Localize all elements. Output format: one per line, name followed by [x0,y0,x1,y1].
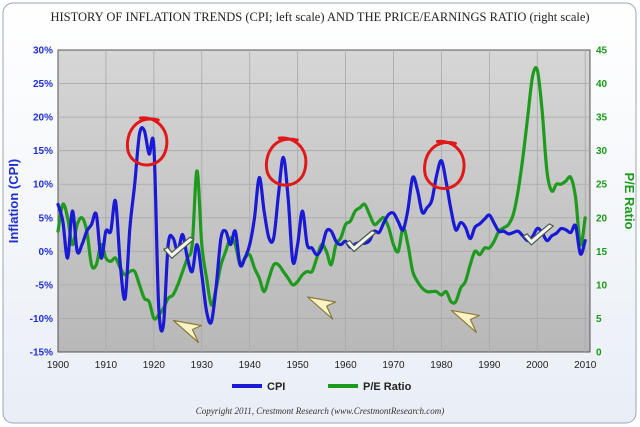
tick-label-left: 0% [39,247,54,258]
annotation-check-mark [345,230,377,253]
tick-label-left: 10% [33,180,53,191]
annotation-arrow [172,319,203,344]
tick-label-left: 30% [33,46,53,57]
tick-label-x: 1970 [382,360,405,371]
tick-label-x: 1910 [95,360,118,371]
tick-label-x: 1990 [478,360,501,371]
tick-label-right: 0 [596,348,602,359]
tick-label-right: 20 [596,213,608,224]
tick-label-left: -15% [30,348,53,359]
annotation-circle [125,116,169,167]
annotation-check-mark [522,223,554,246]
tick-label-x: 1920 [143,360,166,371]
left-axis-ticks: -15% -10% -5% 0% 5% 10% 15% 20% 25% 30% [30,46,53,359]
tick-label-right: 30 [596,146,608,157]
tick-label-x: 1950 [287,360,310,371]
annotation-arrow [307,296,337,320]
legend: CPI P/E Ratio [232,381,412,393]
tick-label-right: 5 [596,314,602,325]
annotation-check-mark [163,236,195,259]
tick-label-x: 2000 [526,360,549,371]
x-axis-ticks: 1900 1910 1920 1930 1940 1950 1960 1970 1980 1990… [47,360,597,371]
tick-label-right: 45 [596,46,608,57]
annotation-circle [423,139,466,190]
y-axis-label-right: P/E Ratio [622,172,637,229]
chart-title: HISTORY OF INFLATION TRENDS (CPI; left s… [50,10,589,24]
tick-label-x: 2010 [574,360,597,371]
tick-label-right: 10 [596,280,608,291]
tick-label-left: -10% [30,314,53,325]
tick-label-left: 5% [39,213,54,224]
annotation-circle [264,136,308,187]
tick-label-right: 35 [596,113,608,124]
tick-label-right: 40 [596,79,608,90]
annotation-arrow [450,309,480,334]
series-group [56,66,587,333]
series-line-cpi [56,125,587,333]
tick-label-left: 25% [33,79,53,90]
y-axis-label-left: Inflation (CPI) [6,159,21,244]
legend-label-cpi: CPI [267,381,285,393]
tick-label-x: 1940 [239,360,262,371]
tick-label-x: 1980 [430,360,453,371]
annotations [125,116,554,344]
legend-label-pe: P/E Ratio [363,381,412,393]
tick-label-right: 25 [596,180,608,191]
copyright-text: Copyright 2011, Crestmont Research (www.… [196,406,445,416]
tick-label-left: 20% [33,113,53,124]
tick-label-x: 1930 [191,360,214,371]
tick-label-x: 1960 [334,360,357,371]
tick-label-x: 1900 [47,360,70,371]
tick-label-left: 15% [33,146,53,157]
right-axis-ticks: 0 5 10 15 20 25 30 35 40 45 [596,46,608,359]
tick-label-left: -5% [35,280,53,291]
tick-label-right: 15 [596,247,608,258]
